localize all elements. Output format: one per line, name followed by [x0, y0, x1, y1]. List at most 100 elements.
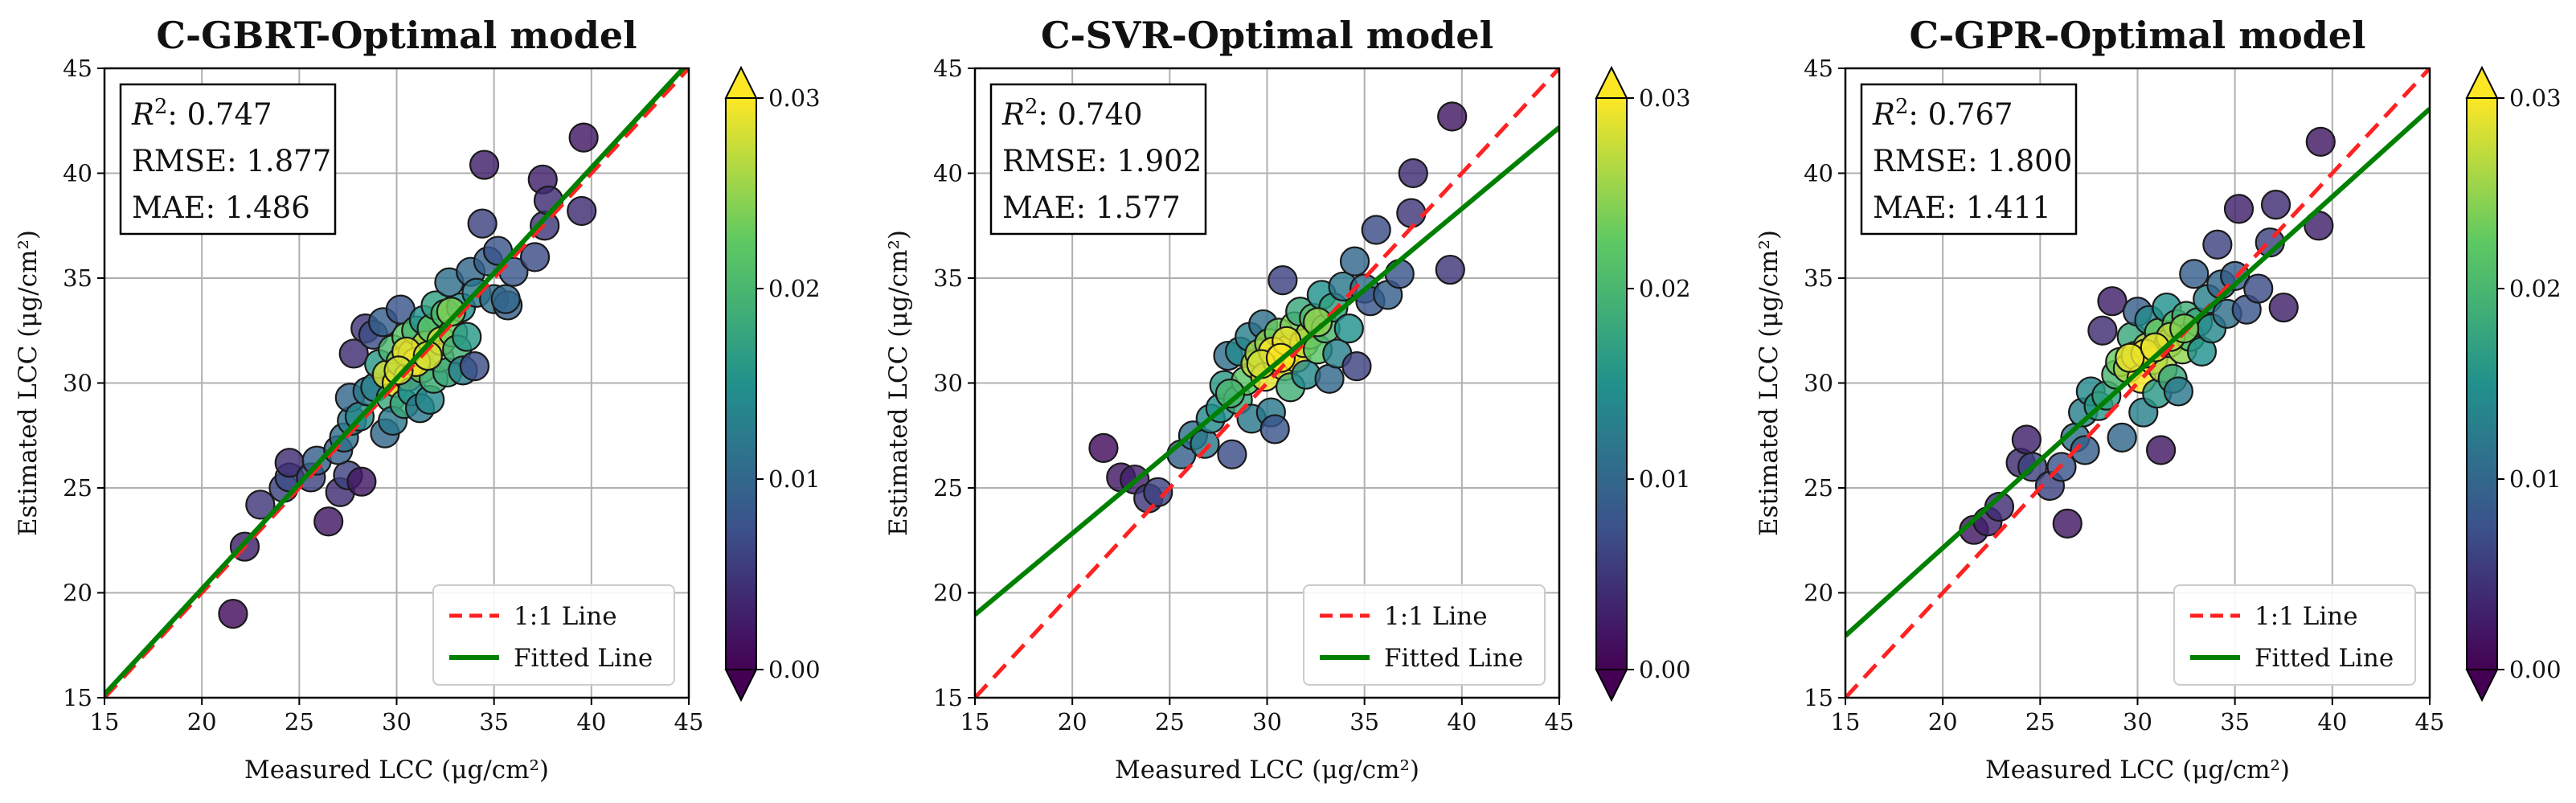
y-tick-label: 45	[63, 55, 92, 82]
x-tick-label: 15	[1831, 708, 1861, 735]
stat-mae: MAE: 1.411	[1873, 191, 2051, 225]
chart-panel-1: C-GBRT-Optimal model 15 20 25 30 35 40 45 15 20 25…	[14, 14, 703, 785]
data-point	[383, 355, 414, 386]
data-point	[490, 284, 521, 314]
y-axis-label: Estimated LCC (μg/cm²)	[1755, 230, 1784, 536]
one-to-one-line	[1845, 68, 2430, 698]
data-point	[2052, 508, 2083, 539]
stat-rmse: RMSE: 1.800	[1873, 144, 2072, 178]
colorbar-tick-label: 0.03	[768, 84, 821, 112]
stat-rmse: RMSE: 1.877	[132, 144, 331, 178]
stat-r2-value: : 0.740	[1038, 97, 1142, 132]
x-tick-label: 20	[1928, 708, 1958, 735]
x-tick-label: 15	[960, 708, 990, 735]
colorbar-tick-label: 0.00	[768, 656, 821, 683]
x-axis-label: Measured LCC (μg/cm²)	[1115, 756, 1419, 785]
one-to-one-line	[104, 68, 689, 698]
y-tick-label: 20	[933, 580, 963, 607]
x-tick-label: 25	[1155, 708, 1185, 735]
x-tick-label: 30	[382, 708, 412, 735]
stat-r2-value: : 0.747	[167, 97, 272, 132]
stat-rmse: RMSE: 1.902	[1002, 144, 1202, 178]
y-axis-label: Estimated LCC (μg/cm²)	[884, 230, 913, 536]
data-point	[1435, 254, 1465, 285]
data-point	[1437, 101, 1468, 132]
data-point	[519, 242, 551, 272]
data-point	[1314, 363, 1345, 394]
y-tick-label: 45	[1804, 55, 1833, 82]
data-point	[2145, 435, 2177, 465]
colorbar-extend-top	[724, 65, 758, 99]
data-point	[459, 351, 490, 382]
fitted-line	[1845, 107, 2430, 638]
y-tick-label: 45	[933, 55, 963, 82]
stat-r2-superscript: 2	[1895, 95, 1909, 119]
x-tick-label: 40	[2317, 708, 2347, 735]
y-tick-label: 35	[1804, 264, 1833, 292]
data-point	[2202, 229, 2233, 260]
colorbar-tick-label: 0.03	[1639, 84, 1691, 112]
data-point	[1088, 432, 1119, 464]
stats-box	[989, 83, 1207, 236]
data-point	[2070, 435, 2100, 465]
legend-label-one-to-one: 1:1 Line	[514, 602, 617, 631]
data-point	[1268, 265, 1298, 296]
x-tick-label: 40	[576, 708, 606, 735]
x-tick-label: 20	[1058, 708, 1087, 735]
colorbar-tick-label: 0.01	[768, 465, 821, 493]
colorbar-tick-label: 0.01	[1639, 465, 1691, 493]
stat-r2: R2: 0.747	[131, 95, 272, 132]
x-tick-label: 35	[479, 708, 509, 735]
data-point	[1214, 378, 1246, 409]
x-tick-label: 45	[2415, 708, 2445, 735]
x-axis-label: Measured LCC (μg/cm²)	[1985, 756, 2290, 785]
data-point	[2260, 190, 2291, 220]
y-tick-label: 25	[63, 474, 92, 502]
x-tick-label: 15	[90, 708, 120, 735]
colorbar-tick-label: 0.00	[1639, 656, 1691, 683]
plot-area	[1845, 68, 2430, 698]
data-point	[1398, 158, 1428, 189]
colorbar-tick-label: 0.03	[2509, 84, 2562, 112]
stat-r2-value: : 0.767	[1908, 97, 2013, 132]
data-point	[1143, 477, 1173, 507]
data-point	[2087, 315, 2118, 346]
chart-title: C-GPR-Optimal model	[1909, 14, 2365, 57]
data-point	[1384, 259, 1415, 289]
y-tick-label: 25	[933, 474, 963, 502]
data-point	[568, 122, 599, 153]
colorbar-extend-bottom	[1595, 669, 1628, 703]
data-point	[2115, 342, 2145, 373]
colorbar-tick-label: 0.02	[1639, 275, 1691, 302]
data-point	[218, 598, 248, 629]
legend-label-one-to-one: 1:1 Line	[1384, 602, 1488, 631]
x-tick-label: 45	[674, 708, 704, 735]
stat-r2: R2: 0.740	[1001, 95, 1143, 132]
stats-box	[1860, 83, 2078, 236]
data-point	[338, 338, 369, 369]
stat-r2-symbol: R	[1001, 97, 1025, 132]
chart-title: C-SVR-Optimal model	[1041, 14, 1493, 57]
one-to-one-line	[975, 68, 1559, 698]
colorbar-gradient-rect	[725, 97, 757, 670]
chart-panel-2: C-SVR-Optimal model 15 20 25 30 35 40 45 15 20 25 3…	[884, 14, 1574, 785]
data-point	[2163, 376, 2193, 407]
chart-title: C-GBRT-Optimal model	[156, 14, 637, 57]
y-tick-label: 35	[63, 264, 92, 292]
colorbar-3: 0.00 0.01 0.02 0.03	[2465, 65, 2562, 703]
data-point	[2011, 424, 2042, 455]
y-tick-label: 20	[1804, 580, 1833, 607]
colorbar-tick-label: 0.02	[768, 275, 821, 302]
colorbar-extend-bottom	[2465, 669, 2499, 703]
x-tick-label: 35	[1349, 708, 1379, 735]
data-point	[1259, 414, 1290, 445]
y-axis-label: Estimated LCC (μg/cm²)	[14, 230, 43, 536]
data-point	[346, 466, 377, 497]
y-tick-label: 15	[933, 684, 963, 711]
data-point	[469, 150, 500, 180]
plot-area	[975, 68, 1559, 698]
y-tick-label: 30	[63, 370, 92, 397]
data-point	[1302, 307, 1333, 338]
data-point	[313, 506, 344, 537]
